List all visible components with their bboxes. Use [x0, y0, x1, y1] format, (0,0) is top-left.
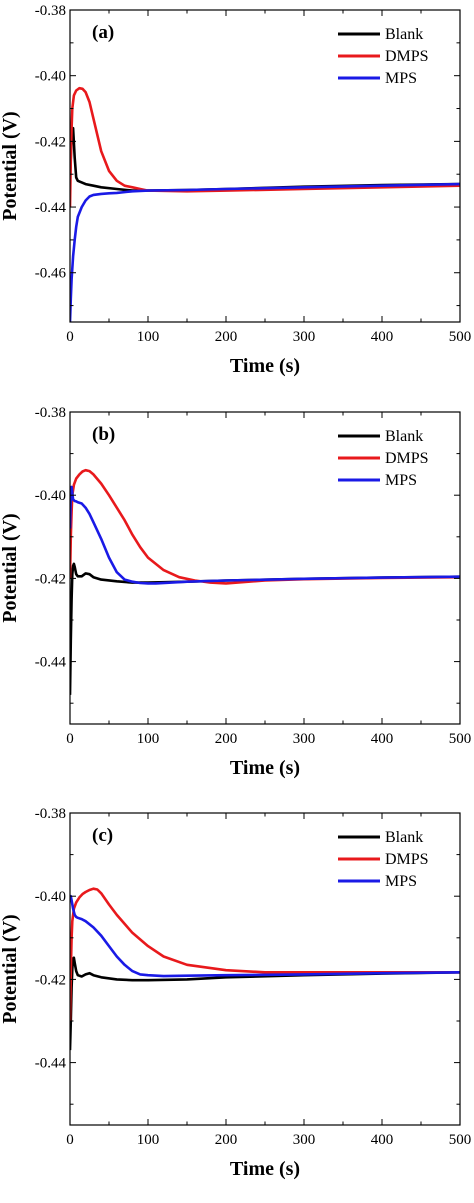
legend-label-blank: Blank	[385, 428, 423, 445]
plot-area	[70, 86, 460, 322]
x-tick-label: 100	[137, 1132, 160, 1148]
y-axis-title: Potential (V)	[0, 111, 21, 220]
chart-panel: 0 100 200 300 400 500 -0.38 -0.40 -0.42 -0.44 Time…	[0, 405, 472, 779]
x-tick-label: 0	[66, 731, 74, 747]
legend-label-mps: MPS	[385, 70, 417, 87]
series-line-dmps	[70, 887, 460, 1022]
x-axis-title: Time (s)	[230, 1158, 300, 1180]
x-tick-label: 500	[449, 1132, 472, 1148]
y-tick-label: -0.40	[35, 69, 66, 85]
x-tick-label: 500	[449, 731, 472, 747]
x-tick-label: 400	[371, 329, 394, 345]
panel-label: (a)	[92, 22, 114, 43]
x-tick-label: 400	[371, 731, 394, 747]
plot-area	[70, 468, 460, 695]
x-tick-label: 0	[66, 1132, 74, 1148]
y-tick-label: -0.42	[35, 972, 66, 988]
plot-area	[70, 887, 460, 1051]
panel-label: (c)	[92, 825, 113, 846]
y-axis-title: Potential (V)	[0, 914, 21, 1023]
legend: Blank DMPS MPS	[338, 428, 429, 489]
x-tick-label: 0	[66, 329, 74, 345]
x-tick-label: 100	[137, 329, 160, 345]
y-tick-label: -0.38	[35, 806, 66, 822]
x-axis-title: Time (s)	[230, 757, 300, 779]
chart-panel: 0 100 200 300 400 500 -0.38 -0.40 -0.42 -0.44 -0.4…	[0, 3, 472, 377]
y-tick-label: -0.38	[35, 405, 66, 421]
x-tick-label: 300	[293, 731, 316, 747]
legend-label-mps: MPS	[385, 873, 417, 890]
series-line-mps	[70, 894, 460, 978]
x-axis-title: Time (s)	[230, 355, 300, 377]
y-tick-label: -0.46	[35, 266, 67, 282]
legend-label-blank: Blank	[385, 26, 423, 43]
legend-label-blank: Blank	[385, 829, 423, 846]
panel-label: (b)	[92, 424, 115, 445]
series-line-dmps	[70, 86, 460, 208]
x-tick-label: 200	[215, 329, 238, 345]
legend-label-dmps: DMPS	[385, 851, 429, 868]
series-line-mps	[70, 485, 460, 585]
series-line-blank	[70, 126, 460, 192]
legend-label-dmps: DMPS	[385, 48, 429, 65]
y-tick-label: -0.42	[35, 134, 66, 150]
x-tick-label: 400	[371, 1132, 394, 1148]
y-tick-label: -0.44	[35, 1056, 67, 1072]
x-tick-label: 300	[293, 329, 316, 345]
x-tick-label: 300	[293, 1132, 316, 1148]
y-tick-label: -0.40	[35, 488, 66, 504]
y-tick-label: -0.44	[35, 655, 67, 671]
x-tick-label: 200	[215, 731, 238, 747]
series-line-blank	[70, 562, 460, 695]
series-line-blank	[70, 956, 460, 1051]
x-tick-label: 200	[215, 1132, 238, 1148]
x-tick-label: 500	[449, 329, 472, 345]
series-line-mps	[70, 182, 460, 322]
legend: Blank DMPS MPS	[338, 26, 429, 87]
series-line-dmps	[70, 468, 460, 585]
y-tick-label: -0.42	[35, 571, 66, 587]
x-tick-label: 100	[137, 731, 160, 747]
y-tick-label: -0.38	[35, 3, 66, 19]
legend-label-mps: MPS	[385, 472, 417, 489]
y-tick-label: -0.40	[35, 889, 66, 905]
legend: Blank DMPS MPS	[338, 829, 429, 890]
legend-label-dmps: DMPS	[385, 450, 429, 467]
y-axis-title: Potential (V)	[0, 513, 21, 622]
y-tick-label: -0.44	[35, 200, 67, 216]
chart-panel: 0 100 200 300 400 500 -0.38 -0.40 -0.42 -0.44 Time…	[0, 806, 472, 1180]
